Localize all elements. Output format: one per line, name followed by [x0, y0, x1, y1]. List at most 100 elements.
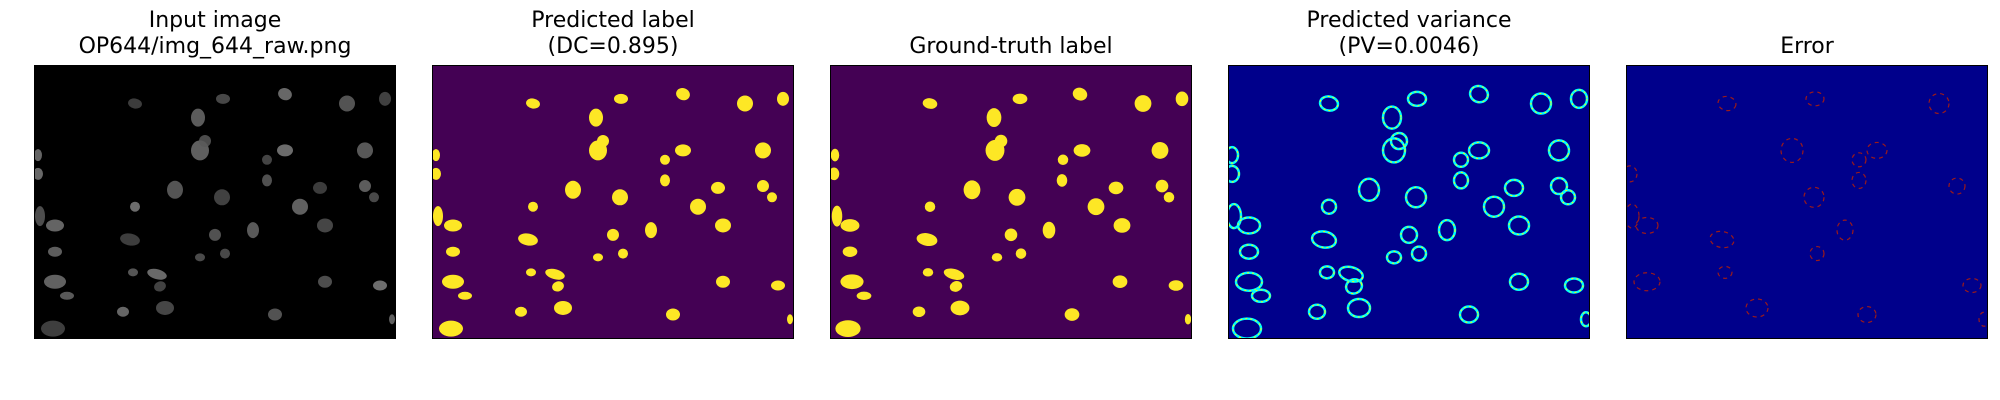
- error-ring: [1857, 305, 1877, 324]
- nucleus-mask: [1112, 275, 1128, 289]
- variance-ring-inner: [1229, 165, 1240, 183]
- variance-ring-inner: [1453, 171, 1469, 189]
- ground-truth-frame: [830, 65, 1192, 339]
- nucleus-mask: [994, 134, 1008, 148]
- nucleus: [318, 275, 332, 288]
- nucleus: [128, 268, 138, 277]
- variance-ring-inner: [1232, 318, 1262, 338]
- nucleus-mask: [676, 88, 690, 101]
- error-ring: [1803, 186, 1825, 208]
- error-ring: [1962, 277, 1982, 294]
- nucleus-mask: [1012, 93, 1028, 105]
- title-line-1: Predicted variance: [1306, 8, 1512, 33]
- nucleus: [379, 91, 391, 106]
- predicted-label-frame: [432, 65, 794, 339]
- nucleus-mask: [757, 180, 769, 193]
- nucleus-mask: [1155, 179, 1169, 193]
- nucleus-mask: [1175, 91, 1189, 107]
- nucleus: [44, 274, 66, 289]
- nucleus: [292, 198, 308, 215]
- nucleus: [247, 222, 259, 239]
- nucleus: [35, 167, 43, 180]
- nucleus-mask: [1184, 313, 1191, 325]
- nucleus: [262, 174, 272, 187]
- nucleus: [262, 154, 272, 165]
- variance-ring-inner: [1239, 244, 1259, 260]
- error-image: [1627, 66, 1987, 338]
- nucleus-mask: [1056, 174, 1068, 187]
- nucleus-mask: [831, 205, 843, 227]
- nucleus: [373, 280, 387, 291]
- panel-error: Error: [1626, 0, 1988, 400]
- nucleus-mask: [771, 280, 785, 291]
- variance-ring-inner: [1321, 199, 1337, 215]
- nucleus: [277, 144, 293, 157]
- nucleus-mask: [963, 180, 981, 200]
- nucleus-mask: [1151, 142, 1169, 159]
- nucleus: [339, 95, 355, 112]
- variance-ring: [1579, 310, 1589, 328]
- panel-predicted-label: Predicted label (DC=0.895): [432, 0, 794, 400]
- title-line-1: Input image: [148, 8, 282, 33]
- nucleus-mask: [589, 108, 603, 127]
- nucleus: [209, 228, 221, 241]
- predicted-variance-image: [1229, 66, 1589, 338]
- error-ring: [1866, 141, 1888, 160]
- nucleus: [147, 268, 167, 280]
- variance-ring-inner: [1382, 106, 1402, 130]
- nucleus-mask: [612, 189, 628, 206]
- nucleus-mask: [607, 228, 619, 241]
- nucleus: [214, 189, 230, 206]
- title-line-1: Ground-truth label: [909, 34, 1113, 59]
- error-ring: [1717, 95, 1737, 112]
- nucleus: [41, 320, 65, 337]
- nucleus-mask: [922, 268, 934, 277]
- error-ring: [1978, 311, 1987, 327]
- variance-ring-inner: [1438, 219, 1456, 241]
- nucleus-mask: [916, 233, 938, 246]
- nucleus: [191, 108, 205, 127]
- nucleus: [359, 180, 371, 193]
- nucleus-mask: [526, 98, 540, 109]
- variance-ring-inner: [1319, 265, 1335, 279]
- nucleus: [195, 253, 205, 262]
- nucleus: [278, 88, 292, 101]
- title-line-2: (PV=0.0046): [1338, 34, 1480, 59]
- panel-title: Ground-truth label: [800, 34, 1222, 60]
- nucleus-mask: [991, 253, 1003, 262]
- nucleus: [199, 135, 211, 148]
- variance-ring-inner: [1390, 132, 1408, 150]
- nucleus-mask: [660, 154, 670, 165]
- ground-truth-image: [831, 66, 1191, 338]
- variance-ring-inner: [1319, 95, 1339, 112]
- panel-input-image: Input image OP644/img_644_raw.png: [34, 0, 396, 400]
- nucleus-mask: [618, 248, 628, 259]
- nucleus-mask: [446, 246, 460, 257]
- panel-title: Predicted label (DC=0.895): [402, 8, 824, 60]
- nucleus-mask: [597, 135, 609, 148]
- variance-ring-inner: [1386, 250, 1402, 264]
- error-ring: [1635, 216, 1659, 235]
- variance-ring-inner: [1229, 203, 1242, 229]
- error-ring: [1809, 245, 1825, 262]
- variance-ring-inner: [1570, 89, 1588, 109]
- variance-ring-inner: [1453, 152, 1469, 168]
- panel-title: Error: [1596, 34, 2000, 60]
- error-frame: [1626, 65, 1988, 339]
- nucleus-mask: [1064, 308, 1080, 321]
- variance-ring-inner: [1382, 137, 1406, 163]
- nucleus: [60, 291, 74, 300]
- nucleus-mask: [1087, 198, 1105, 216]
- nucleus-mask: [444, 219, 462, 232]
- nucleus-mask: [660, 174, 670, 187]
- nucleus-mask: [950, 300, 970, 316]
- variance-ring-inner: [1530, 93, 1552, 115]
- nucleus: [35, 149, 42, 162]
- nucleus-mask: [666, 308, 680, 321]
- nucleus: [313, 181, 327, 194]
- nucleus: [167, 180, 183, 199]
- nucleus-mask: [715, 218, 731, 233]
- nucleus-mask: [433, 149, 440, 162]
- variance-ring-inner: [1411, 246, 1427, 262]
- variance-ring-inner: [1550, 177, 1568, 195]
